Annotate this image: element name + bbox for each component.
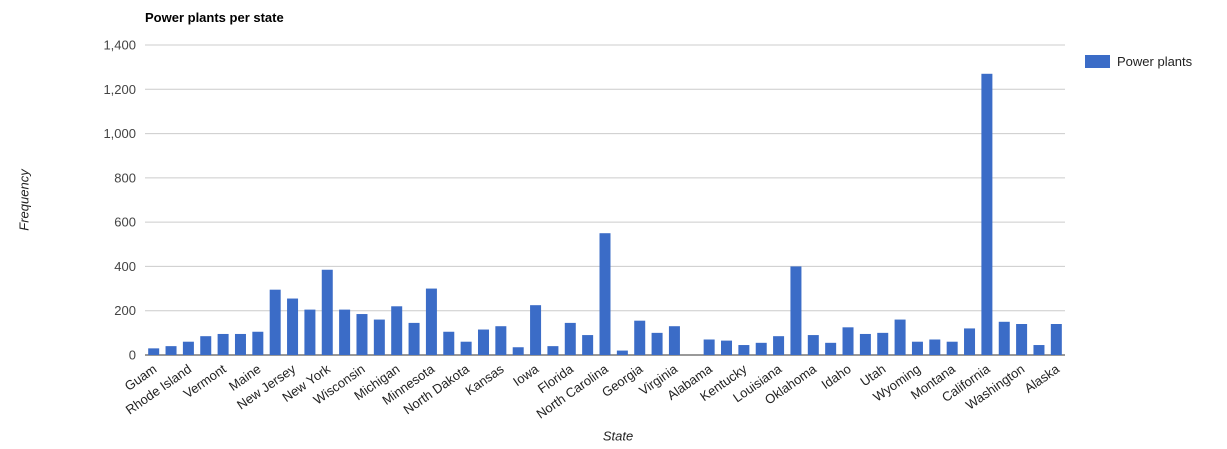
bar[interactable] <box>807 335 819 355</box>
y-tick-label: 600 <box>114 215 136 230</box>
y-tick-label: 800 <box>114 170 136 185</box>
bar[interactable] <box>703 339 715 356</box>
bar[interactable] <box>460 341 472 355</box>
bar[interactable] <box>287 298 299 355</box>
bar[interactable] <box>738 345 750 355</box>
bar[interactable] <box>269 289 281 355</box>
bar[interactable] <box>1016 324 1028 355</box>
bar[interactable] <box>1050 324 1062 355</box>
bar[interactable] <box>981 73 993 355</box>
bar[interactable] <box>634 320 646 355</box>
bar[interactable] <box>304 309 316 355</box>
bar[interactable] <box>495 326 507 355</box>
bar[interactable] <box>564 322 576 355</box>
bar[interactable] <box>547 346 559 355</box>
bar[interactable] <box>755 342 767 355</box>
bar[interactable] <box>339 309 351 355</box>
bar[interactable] <box>165 346 177 355</box>
bar[interactable] <box>425 288 437 355</box>
bar[interactable] <box>651 332 663 355</box>
bar[interactable] <box>408 322 420 355</box>
bar[interactable] <box>443 331 455 355</box>
bar[interactable] <box>234 333 246 355</box>
legend-label: Power plants <box>1117 54 1193 69</box>
bar[interactable] <box>217 333 229 355</box>
bar[interactable] <box>530 305 542 355</box>
bar[interactable] <box>321 269 333 355</box>
bar[interactable] <box>877 332 889 355</box>
bar[interactable] <box>773 336 785 355</box>
bar[interactable] <box>825 342 837 355</box>
x-tick-label: Georgia <box>599 361 646 400</box>
bar[interactable] <box>721 340 733 355</box>
x-axis-title: State <box>602 428 634 444</box>
bar[interactable] <box>964 328 976 355</box>
legend: Power plants <box>1085 54 1192 69</box>
bar[interactable] <box>599 233 611 355</box>
y-tick-label: 1,400 <box>103 38 136 53</box>
x-tick-label: Alaska <box>1021 361 1062 396</box>
y-tick-label: 200 <box>114 303 136 318</box>
bar[interactable] <box>148 348 160 355</box>
bar[interactable] <box>842 327 854 355</box>
bar[interactable] <box>356 314 368 355</box>
bar[interactable] <box>391 306 403 355</box>
bar[interactable] <box>998 321 1010 355</box>
y-tick-label: 1,200 <box>103 82 136 97</box>
bar[interactable] <box>668 326 680 355</box>
y-axis-title: Frequency <box>16 169 32 231</box>
legend-swatch-icon <box>1085 55 1110 68</box>
bar[interactable] <box>946 341 958 355</box>
y-tick-label: 1,000 <box>103 126 136 141</box>
y-tick-label: 400 <box>114 259 136 274</box>
bar[interactable] <box>512 347 524 355</box>
y-tick-label: 0 <box>129 348 136 363</box>
bar[interactable] <box>616 350 628 355</box>
bar[interactable] <box>182 341 194 355</box>
bar[interactable] <box>477 329 489 355</box>
bar[interactable] <box>790 266 802 355</box>
bar[interactable] <box>894 319 906 355</box>
chart-title: Power plants per state <box>145 10 284 25</box>
bar[interactable] <box>373 319 385 355</box>
x-tick-label: Idaho <box>818 361 853 392</box>
bar[interactable] <box>252 331 264 355</box>
bar[interactable] <box>582 335 594 355</box>
bar[interactable] <box>929 339 941 356</box>
x-tick-label: Kansas <box>462 361 507 398</box>
bar[interactable] <box>859 333 871 355</box>
bar[interactable] <box>200 336 212 355</box>
bar[interactable] <box>911 341 923 355</box>
bar[interactable] <box>1033 345 1045 355</box>
